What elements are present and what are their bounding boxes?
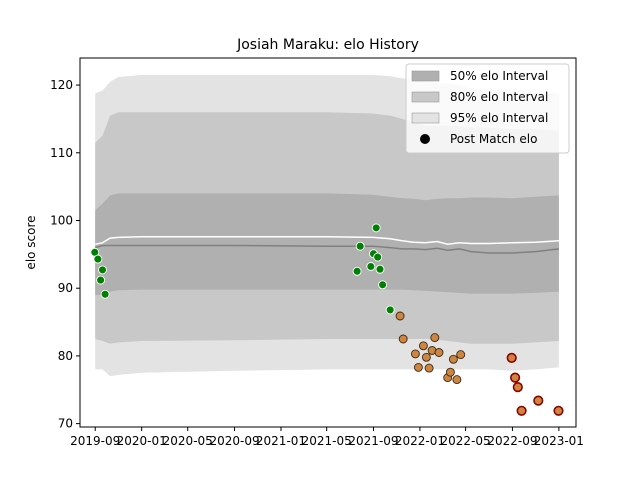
data-point — [352, 266, 362, 276]
data-point — [533, 395, 544, 406]
trend-lines — [94, 235, 559, 254]
data-point — [410, 349, 420, 359]
data-point — [434, 348, 444, 357]
data-point — [98, 265, 107, 275]
legend-swatch — [411, 70, 440, 82]
x-tick-label: 2020-05 — [163, 434, 213, 448]
x-tick-label: 2022-09 — [487, 434, 537, 448]
data-point — [96, 275, 106, 285]
legend: 50% elo Interval 80% elo Interval 95% elo … — [405, 63, 570, 154]
legend-swatch — [411, 91, 440, 103]
x-tick-label: 2020-01 — [117, 434, 167, 448]
y-tick-label: 120 — [50, 78, 73, 92]
legend-label: 95% elo Interval — [450, 111, 548, 125]
data-point — [413, 362, 423, 372]
data-point — [355, 241, 365, 251]
data-point — [366, 262, 376, 271]
y-tick-label: 110 — [50, 146, 73, 160]
legend-swatch — [411, 112, 440, 124]
data-point — [375, 264, 385, 274]
y-axis: 70 80 90 100 110 120 — [50, 78, 80, 431]
data-point — [424, 363, 434, 373]
x-tick-label: 2019-09 — [70, 434, 120, 448]
data-point — [373, 252, 383, 262]
data-point — [371, 223, 381, 233]
data-point — [553, 405, 564, 416]
x-tick-label: 2022-01 — [395, 434, 445, 448]
legend-label: 50% elo Interval — [450, 69, 548, 83]
data-point — [418, 341, 428, 351]
x-tick-label: 2021-05 — [302, 434, 352, 448]
x-tick-label: 2022-05 — [441, 434, 491, 448]
data-point — [100, 289, 110, 299]
data-point — [506, 352, 517, 364]
median-line — [94, 244, 559, 254]
data-point — [421, 352, 431, 362]
legend-box — [405, 63, 570, 154]
x-axis: 2019-092020-012020-052020-092021-012021-… — [70, 427, 584, 448]
x-tick-label: 2021-01 — [256, 434, 306, 448]
data-point — [378, 280, 388, 290]
mean-line — [95, 235, 559, 245]
legend-label: Post Match elo — [450, 132, 537, 146]
y-tick-label: 90 — [58, 281, 73, 295]
data-point — [93, 254, 103, 264]
x-tick-label: 2021-09 — [348, 434, 398, 448]
data-point — [452, 375, 462, 385]
legend-marker — [420, 134, 430, 144]
data-point — [398, 334, 408, 344]
data-point — [385, 305, 395, 315]
data-point — [516, 405, 527, 416]
data-point — [448, 354, 458, 364]
data-point — [509, 372, 521, 383]
y-axis-label: elo score — [24, 215, 38, 269]
band-50 — [95, 193, 559, 295]
y-tick-label: 80 — [58, 349, 73, 363]
data-point — [395, 311, 405, 321]
x-tick-label: 2020-09 — [209, 434, 259, 448]
data-point — [430, 333, 440, 343]
data-point — [456, 350, 466, 360]
post-match-points — [90, 223, 564, 416]
plot-frame — [79, 57, 577, 428]
data-point — [445, 367, 455, 377]
y-tick-label: 70 — [58, 417, 73, 431]
x-tick-label: 2023-01 — [534, 434, 584, 448]
chart-title: Josiah Maraku: elo History — [236, 37, 419, 53]
data-point — [512, 382, 523, 393]
y-tick-label: 100 — [50, 213, 73, 227]
legend-label: 80% elo Interval — [450, 90, 548, 104]
